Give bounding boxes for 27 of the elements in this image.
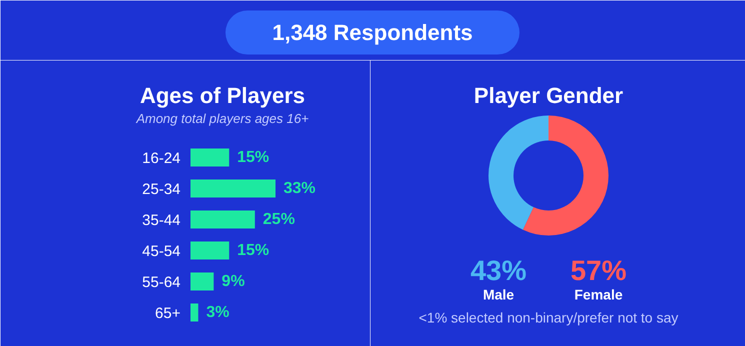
y-tick-label: 45-54: [142, 243, 181, 260]
y-tick-label: 65+: [155, 305, 181, 322]
data-label: 9%: [222, 273, 245, 290]
data-label: 57%: [570, 255, 627, 286]
data-label: 25%: [262, 211, 295, 228]
chart-subtitle: Among total players ages 16+: [135, 111, 310, 126]
text: 1,348 Respondents: [272, 20, 473, 45]
bar: [190, 180, 276, 198]
bar: [190, 148, 230, 166]
data-label: 15%: [237, 149, 270, 166]
chart-title: Player Gender: [474, 83, 624, 108]
data-label: 3%: [206, 304, 230, 321]
slice-label: Female: [574, 286, 623, 302]
y-tick-label: 16-24: [142, 150, 181, 167]
data-label: 15%: [237, 242, 270, 259]
y-tick-label: 25-34: [142, 181, 181, 198]
bar: [190, 272, 214, 290]
y-tick-label: 55-64: [142, 274, 181, 291]
text: <1% selected non-binary/prefer not to say: [418, 310, 678, 326]
data-label: 33%: [284, 180, 316, 197]
slice-label: Male: [482, 286, 514, 302]
chart-title: Ages of Players: [140, 83, 306, 108]
data-label: 43%: [470, 255, 527, 286]
bar: [190, 210, 255, 228]
bar: [190, 304, 198, 322]
y-tick-label: 35-44: [142, 212, 181, 229]
bar: [190, 242, 230, 260]
